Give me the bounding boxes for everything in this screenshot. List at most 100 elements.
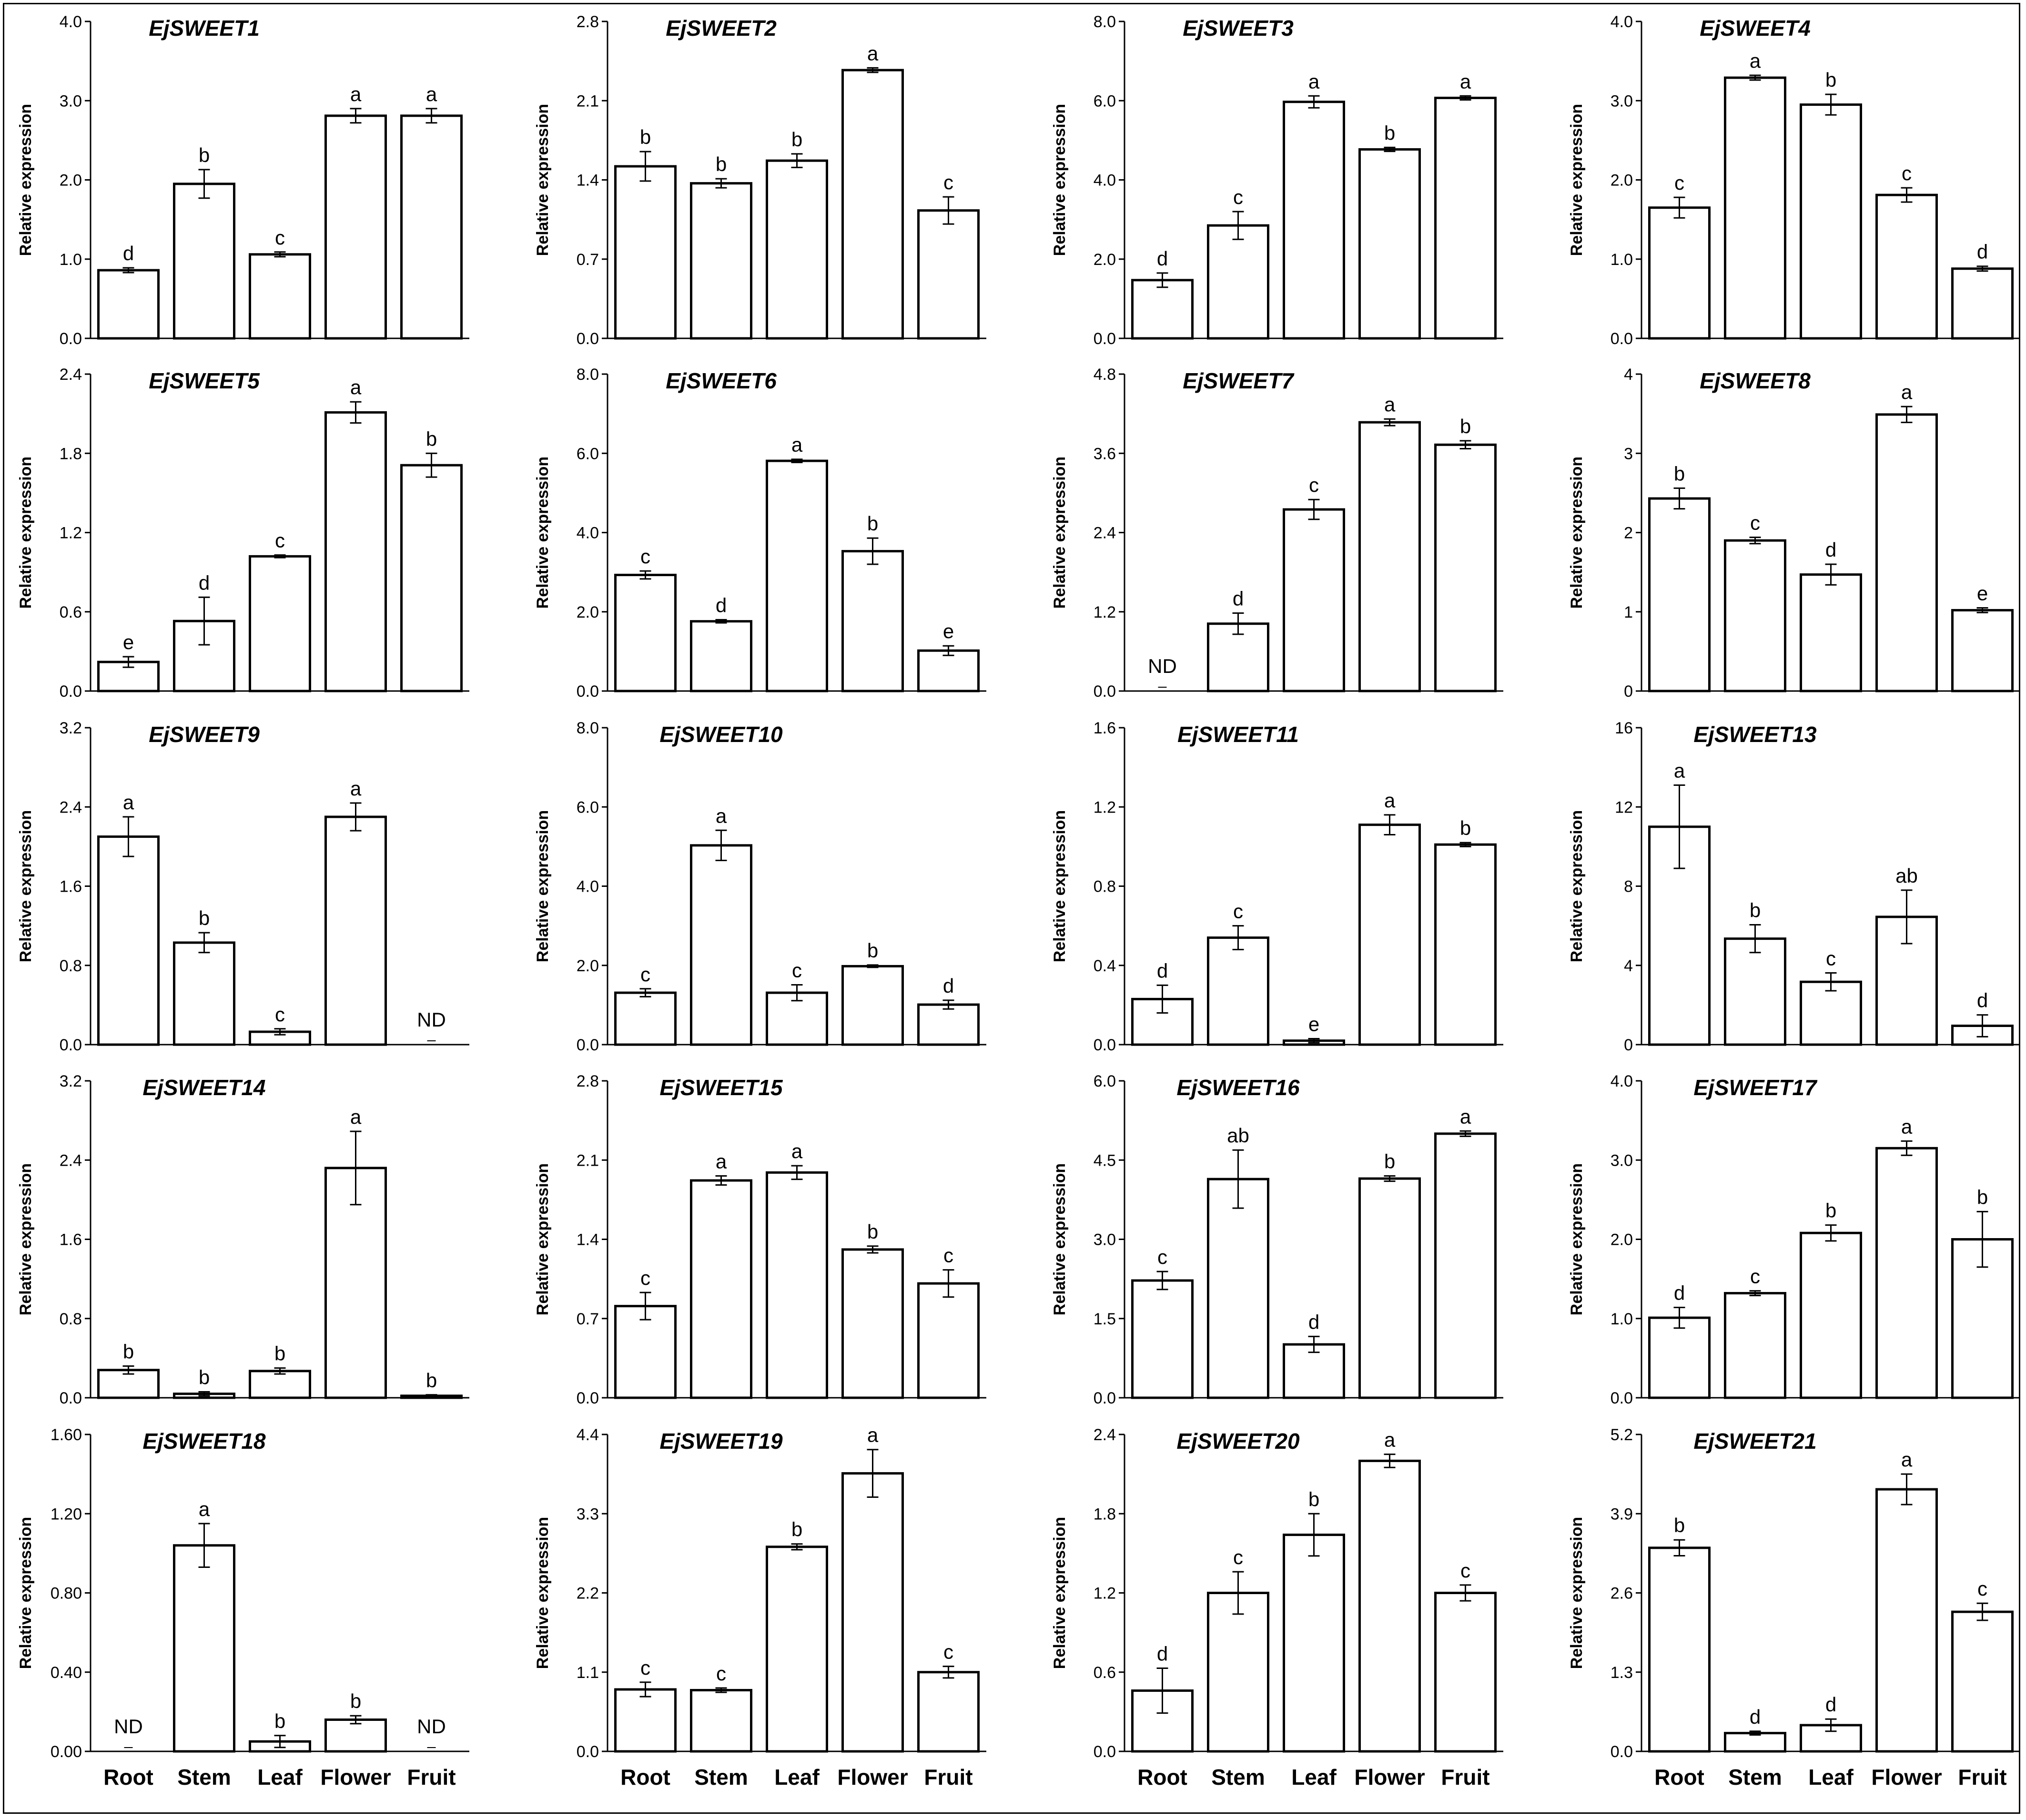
y-tick-label: 0.40 [51,1664,82,1682]
significance-letter: d [1308,1311,1319,1333]
y-tick-label: 0.7 [577,1310,599,1328]
y-tick-label: 1.8 [1094,1505,1116,1523]
bar-stem [1207,1178,1269,1399]
bar-stem [173,183,235,340]
significance-letter: a [791,1140,803,1162]
y-tick-label: 6.0 [1094,1072,1116,1090]
bar-stem [1207,936,1269,1046]
panel-title: EjSWEET7 [1183,368,1295,393]
significance-letter: a [716,1150,727,1173]
panel-ejsweet10: EjSWEET10 0.0 2.0 4.0 6.0 8.0 Relative express… [534,719,986,1054]
bar-flower [1358,824,1421,1046]
significance-letter: b [1674,1514,1685,1536]
y-axis-label: Relative expression [534,1517,552,1669]
panel-ejsweet9: EjSWEET9 0.0 0.8 1.6 2.4 3.2 Relative expressi… [17,719,469,1054]
y-tick-label: 1.1 [577,1664,599,1682]
panel-title: EjSWEET11 [1177,722,1299,747]
bar-fruit [1434,843,1497,1046]
y-tick-label: 0.0 [1094,1743,1116,1761]
significance-letter: a [867,42,879,64]
bar-stem [690,844,752,1046]
x-category-label: Flower [1871,1765,1942,1789]
y-tick-label: 1.8 [60,445,82,463]
y-tick-label: 1.3 [1611,1664,1633,1682]
y-tick-label: 0.0 [1611,1743,1633,1761]
bar-fruit [917,1282,980,1399]
y-axis-label: Relative expression [17,457,35,609]
y-tick-label: 1.6 [1094,719,1116,737]
panel-title: EjSWEET13 [1693,722,1817,747]
significance-letter: c [716,1662,726,1685]
bar-flower [1358,1459,1421,1753]
significance-letter: b [1825,1200,1836,1222]
bar-fruit [1434,96,1497,340]
bar-leaf [249,253,311,340]
y-tick-label: 2.8 [577,13,599,31]
significance-letter: e [1308,1013,1319,1036]
y-tick-label: 0.0 [1094,330,1116,348]
significance-letter: a [1384,393,1396,416]
significance-letter: c [1977,1577,1987,1600]
y-tick-label: 4.0 [1611,13,1633,31]
x-category-label: Flower [1354,1765,1425,1789]
significance-letter: c [792,959,802,981]
y-tick-label: 4.0 [577,878,599,896]
bar-flower [1875,413,1938,692]
y-tick-label: 1.0 [1611,1310,1633,1328]
y-tick-label: 1.6 [60,1231,82,1249]
x-category-label: Flower [320,1765,391,1789]
bar-root [614,991,677,1046]
y-tick-label: 0.4 [1094,957,1116,975]
y-tick-label: 0.8 [1094,878,1116,896]
y-tick-label: 8.0 [577,366,599,384]
y-tick-label: 4.8 [1094,366,1116,384]
significance-letter: d [943,975,954,997]
y-tick-label: 2.0 [1611,1231,1633,1249]
significance-letter: d [1674,1281,1685,1304]
significance-letter: b [867,512,878,535]
significance-letter: ab [1227,1124,1249,1147]
bar-stem [690,620,752,692]
y-tick-label: 12 [1615,798,1633,816]
significance-letter: c [943,171,953,193]
significance-letter: c [640,1267,650,1289]
x-category-label: Root [1137,1765,1187,1789]
significance-letter: a [350,376,362,398]
significance-letter: b [1674,462,1685,485]
y-tick-label: 1.2 [1094,603,1116,621]
significance-letter: a [1901,381,1913,403]
y-tick-label: 0.0 [60,330,82,348]
bar-stem [173,1544,235,1753]
significance-letter: d [123,242,134,264]
y-tick-label: 6.0 [1094,92,1116,110]
y-tick-label: 2.0 [1611,172,1633,190]
panel-ejsweet21: EjSWEET21 0.0 1.3 2.6 3.9 5.2 Relative express… [1568,1426,2020,1789]
y-tick-label: 2.2 [577,1585,599,1603]
y-axis-label: Relative expression [1051,1517,1069,1669]
y-tick-label: 3.0 [1611,1151,1633,1169]
y-tick-label: 6.0 [577,445,599,463]
y-tick-label: 4.4 [577,1426,599,1444]
y-tick-label: 3.3 [577,1505,599,1523]
bar-leaf [766,1545,828,1753]
x-category-label: Leaf [257,1765,303,1789]
nd-label: ND [417,1715,446,1738]
panel-ejsweet2: EjSWEET2 0.0 0.7 1.4 2.1 2.8 Relative expressi… [534,13,986,348]
significance-letter: c [1674,172,1684,194]
y-tick-label: 2.4 [1094,524,1116,542]
significance-letter: a [1901,1115,1913,1138]
bar-leaf [766,991,828,1046]
y-tick-label: 1.20 [51,1505,82,1523]
nd-label: ND [417,1008,446,1031]
bar-fruit [917,1003,980,1046]
y-tick-label: 4.5 [1094,1151,1116,1169]
x-category-label: Stem [694,1765,748,1789]
significance-letter: b [1460,817,1471,839]
bar-root [97,269,160,340]
y-tick-label: 0 [1624,682,1633,701]
significance-letter: b [867,1220,878,1243]
y-tick-label: 1.60 [51,1426,82,1444]
significance-letter: d [1977,989,1988,1012]
y-tick-label: 4.0 [60,13,82,31]
